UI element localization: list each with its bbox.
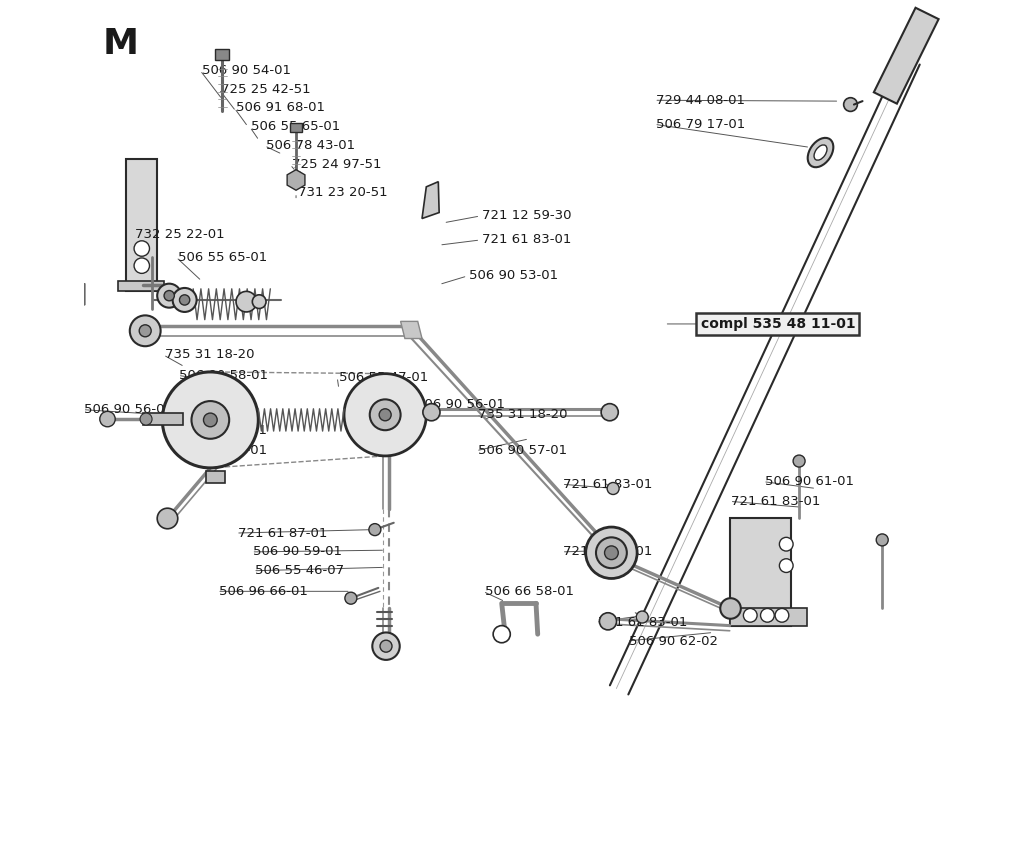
Text: M: M (102, 27, 138, 62)
Text: 506 79 17-01: 506 79 17-01 (656, 117, 745, 131)
Circle shape (379, 409, 391, 421)
Text: 506 90 56-01: 506 90 56-01 (416, 398, 505, 411)
Circle shape (179, 295, 189, 305)
Circle shape (423, 404, 440, 421)
Text: 506 66 58-01: 506 66 58-01 (484, 584, 573, 598)
Circle shape (775, 608, 788, 622)
Text: 506 90 58-01: 506 90 58-01 (178, 423, 267, 437)
Circle shape (720, 598, 740, 619)
Text: 729 44 08-01: 729 44 08-01 (656, 93, 745, 107)
Bar (730, 518, 792, 626)
Circle shape (139, 325, 152, 337)
Circle shape (191, 401, 229, 439)
Text: 506 55 46-07: 506 55 46-07 (255, 564, 344, 578)
Text: 721 61 83-01: 721 61 83-01 (598, 615, 687, 629)
Text: 721 12 59-30: 721 12 59-30 (482, 209, 571, 223)
Circle shape (369, 524, 381, 536)
Circle shape (158, 508, 178, 529)
Circle shape (779, 559, 794, 572)
Bar (143, 413, 183, 425)
Circle shape (636, 611, 648, 623)
Polygon shape (400, 321, 422, 339)
Text: 725 24 97-51: 725 24 97-51 (292, 158, 381, 171)
Bar (126, 159, 158, 291)
Text: 732 25 22-01: 732 25 22-01 (135, 228, 224, 242)
Text: 721 61 83-01: 721 61 83-01 (731, 494, 821, 508)
Circle shape (844, 98, 857, 111)
Circle shape (596, 537, 627, 568)
Ellipse shape (808, 138, 834, 167)
Circle shape (586, 527, 637, 578)
Bar (206, 471, 225, 483)
Circle shape (607, 482, 620, 494)
Text: 506 91 68-01: 506 91 68-01 (237, 101, 325, 115)
Text: 506 90 59-01: 506 90 59-01 (253, 545, 342, 559)
Text: 725 25 42-51: 725 25 42-51 (220, 82, 310, 96)
Text: 506 90 58-01: 506 90 58-01 (179, 369, 268, 382)
Polygon shape (422, 182, 439, 219)
Circle shape (237, 291, 257, 312)
Text: 506 78 43-01: 506 78 43-01 (266, 139, 355, 153)
Bar (290, 123, 302, 132)
Circle shape (99, 411, 116, 427)
Circle shape (158, 284, 181, 308)
Circle shape (743, 608, 757, 622)
Circle shape (794, 455, 805, 467)
Circle shape (252, 295, 266, 309)
Text: 506 90 62-02: 506 90 62-02 (629, 634, 718, 648)
Text: 721 61 83-01: 721 61 83-01 (563, 545, 652, 559)
Circle shape (779, 537, 794, 551)
Text: 506 55 47-01: 506 55 47-01 (339, 370, 428, 384)
Bar (215, 49, 229, 60)
Circle shape (380, 640, 392, 652)
Text: 506 96 66-01: 506 96 66-01 (219, 584, 308, 598)
Ellipse shape (814, 145, 827, 160)
Circle shape (140, 413, 152, 425)
Circle shape (130, 315, 161, 346)
Circle shape (761, 608, 774, 622)
Circle shape (204, 413, 217, 427)
Circle shape (370, 399, 400, 430)
Polygon shape (873, 8, 939, 104)
Bar (118, 281, 164, 291)
Circle shape (604, 546, 618, 560)
Circle shape (173, 288, 197, 312)
Circle shape (345, 592, 357, 604)
Text: 731 23 20-51: 731 23 20-51 (298, 186, 387, 200)
Text: 506 90 54-01: 506 90 54-01 (202, 63, 291, 77)
Text: compl 535 48 11-01: compl 535 48 11-01 (700, 317, 855, 331)
Circle shape (494, 626, 510, 643)
Text: 735 31 18-20: 735 31 18-20 (165, 348, 254, 362)
Circle shape (373, 632, 399, 660)
Text: 506 90 56-01: 506 90 56-01 (84, 403, 173, 417)
Circle shape (607, 546, 620, 558)
Circle shape (134, 241, 150, 256)
Text: 721 61 83-01: 721 61 83-01 (563, 477, 652, 491)
Bar (730, 608, 807, 626)
Circle shape (599, 613, 616, 630)
Text: 506 90 57-01: 506 90 57-01 (478, 444, 567, 458)
Circle shape (877, 534, 888, 546)
Text: 721 61 87-01: 721 61 87-01 (238, 526, 327, 540)
Text: 506 55 65-01: 506 55 65-01 (252, 120, 341, 134)
Circle shape (601, 404, 618, 421)
Text: 506 90 53-01: 506 90 53-01 (469, 269, 558, 283)
Circle shape (600, 545, 621, 566)
Text: 506 90 57-01: 506 90 57-01 (178, 444, 267, 458)
Text: 506 90 61-01: 506 90 61-01 (765, 475, 854, 488)
Circle shape (164, 291, 174, 301)
Text: 735 31 18-20: 735 31 18-20 (478, 408, 567, 422)
Circle shape (163, 372, 258, 468)
Text: 506 55 65-01: 506 55 65-01 (178, 250, 267, 264)
Text: 721 61 83-01: 721 61 83-01 (482, 233, 571, 247)
Circle shape (344, 374, 426, 456)
Circle shape (134, 258, 150, 273)
